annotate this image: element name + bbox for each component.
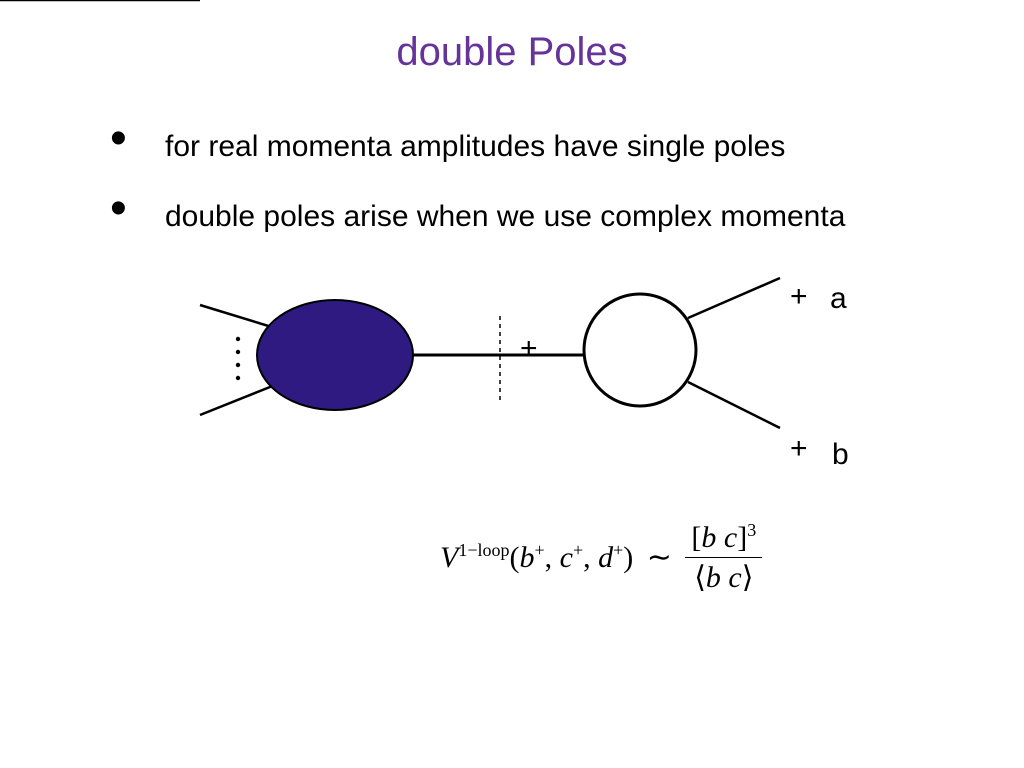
vertex-formula: V1−loop(b+, c+, d+) ∼ [b c]3⟨b c⟩ (440, 520, 762, 595)
label-a: a (830, 282, 847, 316)
label-plus-mid: + (520, 332, 538, 366)
feynman-diagram-svg (0, 0, 1024, 768)
label-b: b (832, 438, 849, 472)
label-plus-bot: + (790, 432, 808, 466)
label-plus-top: + (790, 280, 808, 314)
